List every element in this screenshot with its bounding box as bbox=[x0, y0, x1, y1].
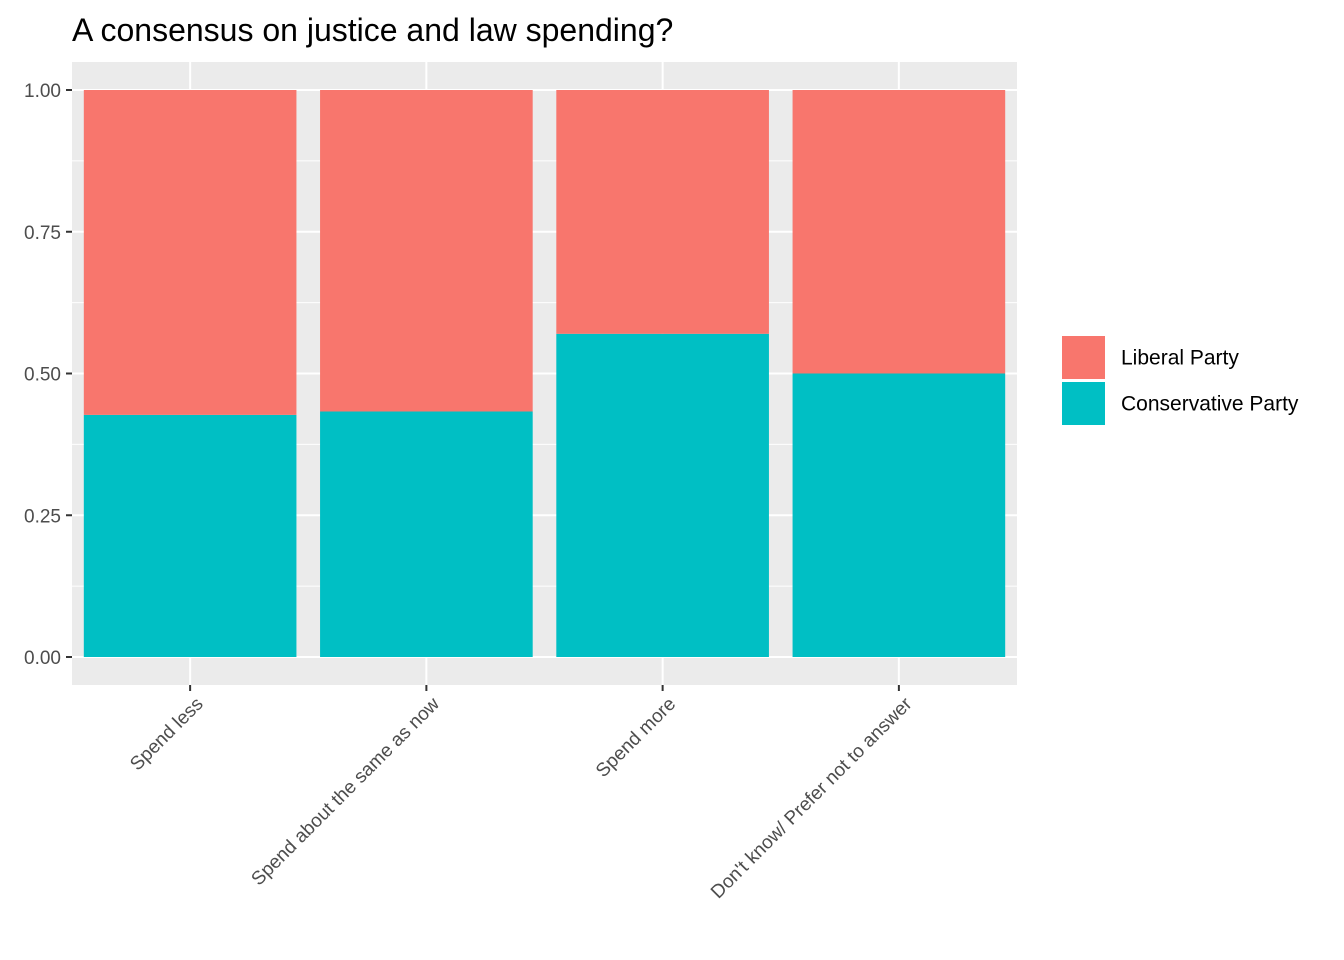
y-tick-label: 0.50 bbox=[24, 365, 61, 386]
x-tick-label: Spend less bbox=[126, 694, 207, 775]
x-tick-label: Spend about the same as now bbox=[248, 693, 445, 890]
bars bbox=[83, 90, 1006, 657]
bar-liberal-party bbox=[556, 90, 769, 334]
bar-liberal-party bbox=[320, 90, 533, 412]
bar-conservative-party bbox=[83, 414, 297, 657]
bar-liberal-party bbox=[792, 90, 1006, 374]
y-axis: 0.00 0.25 0.50 0.75 1.00 bbox=[24, 81, 72, 669]
bar-liberal-party bbox=[83, 90, 297, 415]
x-tick-label: Spend more bbox=[592, 694, 680, 782]
bar-conservative-party bbox=[792, 373, 1006, 657]
y-tick-label: 0.25 bbox=[24, 506, 61, 527]
y-tick-label: 0.75 bbox=[24, 223, 61, 244]
legend-key-liberal-party bbox=[1062, 336, 1105, 379]
y-tick-label: 1.00 bbox=[24, 81, 61, 102]
bar-conservative-party bbox=[556, 333, 769, 657]
chart-title: A consensus on justice and law spending? bbox=[72, 12, 673, 48]
legend-label: Liberal Party bbox=[1121, 347, 1239, 370]
bar-conservative-party bbox=[320, 411, 533, 657]
x-axis: Spend less Spend about the same as now Spe… bbox=[126, 685, 917, 903]
legend-key-conservative-party bbox=[1062, 382, 1105, 425]
legend: Liberal Party Conservative Party bbox=[1062, 336, 1299, 425]
x-tick-label: Don't know/ Prefer not to answer bbox=[707, 693, 917, 903]
y-tick-label: 0.00 bbox=[24, 648, 61, 669]
legend-label: Conservative Party bbox=[1121, 393, 1299, 416]
